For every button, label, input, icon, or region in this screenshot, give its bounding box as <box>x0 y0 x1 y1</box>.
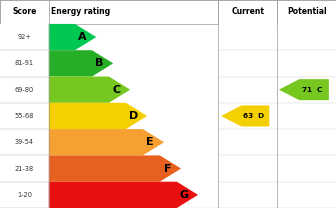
Bar <box>0 155 49 182</box>
Text: F: F <box>164 163 171 173</box>
Polygon shape <box>49 103 147 129</box>
Bar <box>277 24 336 50</box>
Bar <box>218 103 277 129</box>
Bar <box>0 50 49 77</box>
Text: 71  C: 71 C <box>302 87 323 93</box>
Bar <box>277 50 336 77</box>
Bar <box>218 129 277 155</box>
Text: 92+: 92+ <box>17 34 31 40</box>
Bar <box>277 0 336 24</box>
Polygon shape <box>221 105 269 126</box>
Polygon shape <box>49 50 113 77</box>
Polygon shape <box>49 24 96 50</box>
Bar <box>0 0 218 24</box>
Bar <box>218 24 277 50</box>
Bar <box>0 129 49 155</box>
Polygon shape <box>49 155 181 182</box>
Text: 1-20: 1-20 <box>17 192 32 198</box>
Text: 55-68: 55-68 <box>15 113 34 119</box>
Bar <box>277 103 336 129</box>
Text: A: A <box>78 32 87 42</box>
Polygon shape <box>49 129 164 155</box>
Text: 39-54: 39-54 <box>15 139 34 145</box>
Polygon shape <box>49 77 130 103</box>
Polygon shape <box>279 79 329 100</box>
Text: Current: Current <box>231 7 264 16</box>
Bar <box>218 0 277 24</box>
Bar <box>218 50 277 77</box>
Bar <box>0 77 49 103</box>
Text: 69-80: 69-80 <box>15 87 34 93</box>
Polygon shape <box>49 182 198 208</box>
Bar <box>218 182 277 208</box>
Bar <box>218 155 277 182</box>
Text: 21-38: 21-38 <box>15 166 34 172</box>
Bar <box>0 103 49 129</box>
Text: Energy rating: Energy rating <box>51 7 111 16</box>
Bar <box>0 24 49 50</box>
Bar <box>0 182 49 208</box>
Text: Score: Score <box>12 7 37 16</box>
Text: 63  D: 63 D <box>244 113 264 119</box>
Text: C: C <box>112 85 120 95</box>
Text: 81-91: 81-91 <box>15 60 34 66</box>
Text: E: E <box>146 137 154 147</box>
Text: B: B <box>95 58 103 68</box>
Bar <box>277 77 336 103</box>
Text: D: D <box>129 111 138 121</box>
Bar <box>277 155 336 182</box>
Text: G: G <box>180 190 189 200</box>
Text: Potential: Potential <box>287 7 326 16</box>
Bar <box>277 182 336 208</box>
Bar <box>218 77 277 103</box>
Bar <box>277 129 336 155</box>
